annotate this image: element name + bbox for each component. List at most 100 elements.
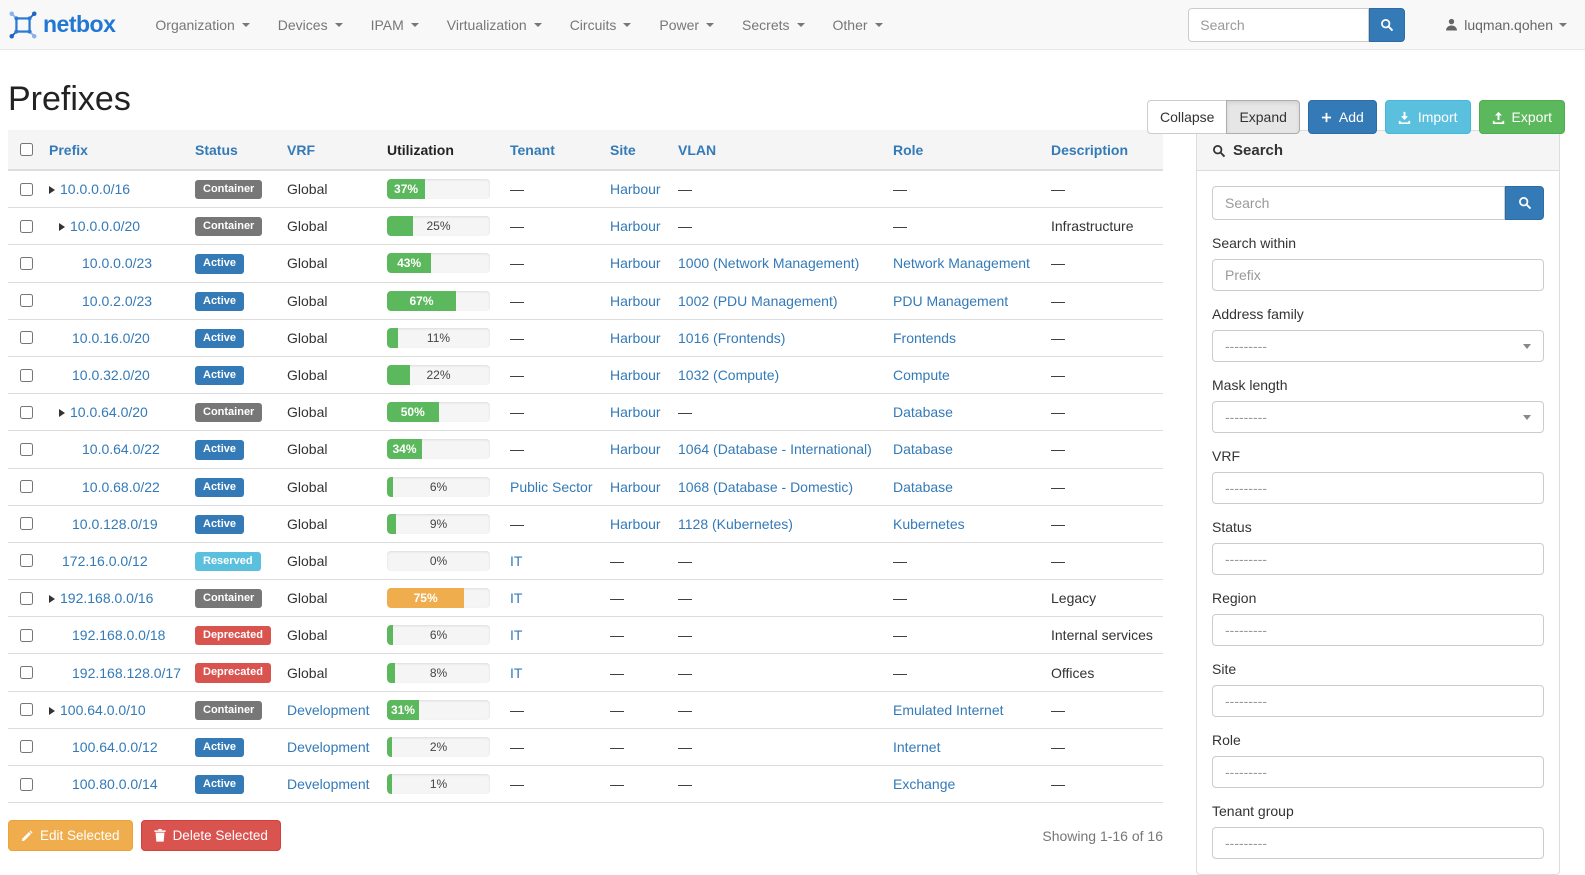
tenant-link[interactable]: IT: [510, 627, 523, 644]
nav-item-ipam[interactable]: IPAM: [357, 0, 433, 49]
role-link[interactable]: Network Management: [893, 255, 1030, 272]
tenant-link[interactable]: Public Sector: [510, 478, 593, 495]
row-checkbox[interactable]: [20, 740, 33, 754]
row-checkbox[interactable]: [20, 256, 33, 270]
tenant-link[interactable]: IT: [510, 552, 523, 569]
prefix-link[interactable]: 192.168.128.0/17: [72, 664, 181, 681]
prefix-link[interactable]: 100.64.0.0/12: [72, 738, 158, 755]
row-checkbox[interactable]: [20, 666, 33, 680]
vlan-link[interactable]: 1000 (Network Management): [678, 255, 860, 272]
column-header-status[interactable]: Status: [187, 130, 279, 171]
role-link[interactable]: Database: [893, 404, 953, 421]
tenant-link[interactable]: IT: [510, 590, 523, 607]
vlan-link[interactable]: 1064 (Database - International): [678, 441, 872, 458]
site-link[interactable]: Harbour: [610, 218, 661, 235]
role-link[interactable]: Emulated Internet: [893, 701, 1004, 718]
site-link[interactable]: Harbour: [610, 329, 661, 346]
nav-item-devices[interactable]: Devices: [264, 0, 357, 49]
user-menu[interactable]: luqman.qohen: [1445, 17, 1567, 33]
role-link[interactable]: PDU Management: [893, 292, 1009, 309]
role-link[interactable]: Frontends: [893, 329, 957, 346]
filter-select-vrf[interactable]: ---------: [1212, 472, 1544, 504]
row-checkbox[interactable]: [20, 517, 33, 531]
export-button[interactable]: Export: [1478, 100, 1565, 134]
prefix-link[interactable]: 10.0.64.0/22: [82, 441, 160, 458]
add-button[interactable]: Add: [1307, 100, 1377, 134]
prefix-link[interactable]: 192.168.0.0/18: [72, 627, 166, 644]
column-header-prefix[interactable]: Prefix: [41, 130, 187, 171]
filter-select-status[interactable]: ---------: [1212, 543, 1544, 575]
nav-item-virtualization[interactable]: Virtualization: [433, 0, 556, 49]
role-link[interactable]: Compute: [893, 367, 950, 384]
prefix-link[interactable]: 10.0.128.0/19: [72, 515, 158, 532]
prefix-link[interactable]: 10.0.64.0/20: [70, 404, 148, 421]
filter-select-role[interactable]: ---------: [1212, 756, 1544, 788]
row-checkbox[interactable]: [20, 294, 33, 308]
row-checkbox[interactable]: [20, 331, 33, 345]
column-header-tenant[interactable]: Tenant: [502, 130, 602, 171]
prefix-link[interactable]: 172.16.0.0/12: [62, 552, 148, 569]
role-link[interactable]: Database: [893, 478, 953, 495]
prefix-link[interactable]: 100.64.0.0/10: [60, 701, 146, 718]
site-link[interactable]: Harbour: [610, 367, 661, 384]
column-header-site[interactable]: Site: [602, 130, 670, 171]
prefix-link[interactable]: 10.0.0.0/23: [82, 255, 153, 272]
expand-button[interactable]: Expand: [1226, 100, 1300, 134]
role-link[interactable]: Database: [893, 441, 953, 458]
sidebar-search-button[interactable]: [1505, 186, 1544, 220]
prefix-link[interactable]: 10.0.16.0/20: [72, 329, 150, 346]
column-header-vrf[interactable]: VRF: [279, 130, 379, 171]
nav-item-secrets[interactable]: Secrets: [728, 0, 818, 49]
site-link[interactable]: Harbour: [610, 515, 661, 532]
row-checkbox[interactable]: [20, 554, 33, 568]
site-link[interactable]: Harbour: [610, 404, 661, 421]
column-header-vlan[interactable]: VLAN: [670, 130, 885, 171]
delete-selected-button[interactable]: Delete Selected: [140, 820, 281, 852]
vlan-link[interactable]: 1016 (Frontends): [678, 329, 786, 346]
vlan-link[interactable]: 1002 (PDU Management): [678, 292, 838, 309]
vrf-link[interactable]: Development: [287, 776, 370, 793]
row-checkbox[interactable]: [20, 219, 33, 233]
filter-select-mask-length[interactable]: ---------: [1212, 401, 1544, 433]
vrf-link[interactable]: Development: [287, 701, 370, 718]
prefix-link[interactable]: 10.0.2.0/23: [82, 292, 153, 309]
role-link[interactable]: Internet: [893, 738, 941, 755]
edit-selected-button[interactable]: Edit Selected: [8, 820, 133, 852]
sidebar-search-input[interactable]: [1212, 186, 1505, 220]
site-link[interactable]: Harbour: [610, 441, 661, 458]
filter-select-address-family[interactable]: ---------: [1212, 330, 1544, 362]
nav-item-other[interactable]: Other: [819, 0, 897, 49]
vlan-link[interactable]: 1068 (Database - Domestic): [678, 478, 854, 495]
import-button[interactable]: Import: [1384, 100, 1471, 134]
prefix-link[interactable]: 10.0.0.0/16: [60, 181, 131, 198]
vrf-link[interactable]: Development: [287, 738, 370, 755]
netbox-brand[interactable]: netbox: [8, 10, 116, 40]
role-link[interactable]: Kubernetes: [893, 515, 965, 532]
prefix-link[interactable]: 10.0.68.0/22: [82, 478, 160, 495]
row-checkbox[interactable]: [20, 182, 33, 196]
site-link[interactable]: Harbour: [610, 255, 661, 272]
column-header-description[interactable]: Description: [1043, 130, 1163, 171]
prefix-link[interactable]: 192.168.0.0/16: [60, 590, 154, 607]
nav-item-circuits[interactable]: Circuits: [556, 0, 646, 49]
filter-select-region[interactable]: ---------: [1212, 614, 1544, 646]
row-checkbox[interactable]: [20, 442, 33, 456]
collapse-button[interactable]: Collapse: [1146, 100, 1228, 134]
prefix-link[interactable]: 10.0.32.0/20: [72, 367, 150, 384]
row-checkbox[interactable]: [20, 405, 33, 419]
role-link[interactable]: Exchange: [893, 776, 956, 793]
vlan-link[interactable]: 1128 (Kubernetes): [678, 515, 793, 532]
row-checkbox[interactable]: [20, 703, 33, 717]
row-checkbox[interactable]: [20, 480, 33, 494]
vlan-link[interactable]: 1032 (Compute): [678, 367, 780, 384]
tenant-link[interactable]: IT: [510, 664, 523, 681]
column-header-role[interactable]: Role: [885, 130, 1043, 171]
filter-select-site[interactable]: ---------: [1212, 685, 1544, 717]
row-checkbox[interactable]: [20, 777, 33, 791]
site-link[interactable]: Harbour: [610, 181, 661, 198]
site-link[interactable]: Harbour: [610, 292, 661, 309]
nav-item-power[interactable]: Power: [645, 0, 728, 49]
row-checkbox[interactable]: [20, 368, 33, 382]
prefix-link[interactable]: 100.80.0.0/14: [72, 776, 158, 793]
filter-input-search-within[interactable]: [1212, 259, 1544, 291]
